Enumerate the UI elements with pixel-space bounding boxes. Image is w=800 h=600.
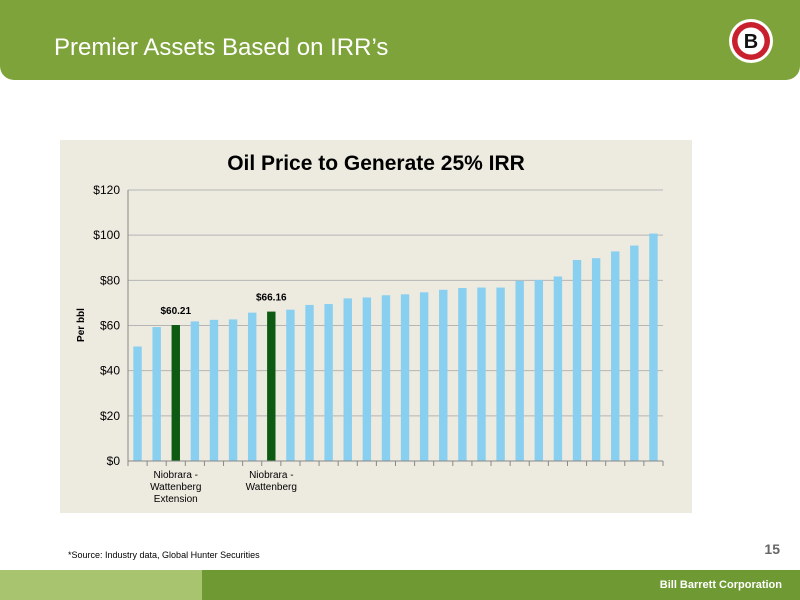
y-tick-label: $60 (100, 319, 120, 333)
y-tick-label: $120 (93, 183, 120, 197)
bar (553, 276, 563, 461)
bar (649, 233, 658, 461)
y-tick-label: $40 (100, 364, 120, 378)
data-label: $66.16 (256, 293, 287, 304)
bar (591, 258, 601, 461)
bar (286, 309, 295, 461)
chart-title: Oil Price to Generate 25% IRR (227, 152, 525, 175)
bar (228, 319, 238, 461)
y-axis-label: Per bbl (76, 308, 87, 342)
slide-title: Premier Assets Based on IRR’s (54, 34, 389, 61)
bar (439, 289, 448, 461)
bar (305, 304, 314, 461)
bar (572, 260, 582, 461)
data-label: $60.21 (160, 306, 191, 317)
bar (190, 321, 200, 461)
bar (343, 298, 352, 461)
bar (534, 279, 544, 461)
y-tick-label: $0 (107, 454, 121, 468)
header-bar: Premier Assets Based on IRR’s B (0, 0, 800, 80)
footer-company-name: Bill Barrett Corporation (659, 579, 782, 591)
bar-highlighted (267, 311, 276, 461)
y-tick-label: $100 (93, 228, 120, 242)
bar (381, 295, 391, 461)
x-category-label: Niobrara -Wattenberg (246, 470, 297, 493)
x-category-label: Niobrara -Wattenberg Extension (150, 470, 201, 505)
bar (477, 287, 486, 461)
bar (400, 294, 410, 461)
bar (152, 327, 161, 461)
chart-panel (60, 140, 692, 513)
bar (133, 346, 142, 461)
bar (458, 288, 467, 461)
page-number: 15 (764, 541, 780, 557)
bar (209, 319, 219, 461)
bar (324, 304, 333, 461)
svg-text:B: B (744, 31, 758, 53)
bar (611, 251, 620, 461)
bar (362, 297, 372, 461)
company-logo-icon: B (729, 19, 773, 63)
bar (515, 280, 524, 461)
y-tick-label: $20 (100, 409, 120, 423)
bar (496, 287, 505, 461)
footer-bar-left (0, 570, 202, 600)
bar (630, 245, 639, 461)
source-footnote: *Source: Industry data, Global Hunter Se… (68, 550, 260, 560)
y-tick-label: $80 (100, 273, 120, 287)
bar (247, 312, 257, 461)
bar-highlighted (171, 325, 180, 461)
footer-bar-right: Bill Barrett Corporation (202, 570, 800, 600)
bar (419, 292, 429, 461)
